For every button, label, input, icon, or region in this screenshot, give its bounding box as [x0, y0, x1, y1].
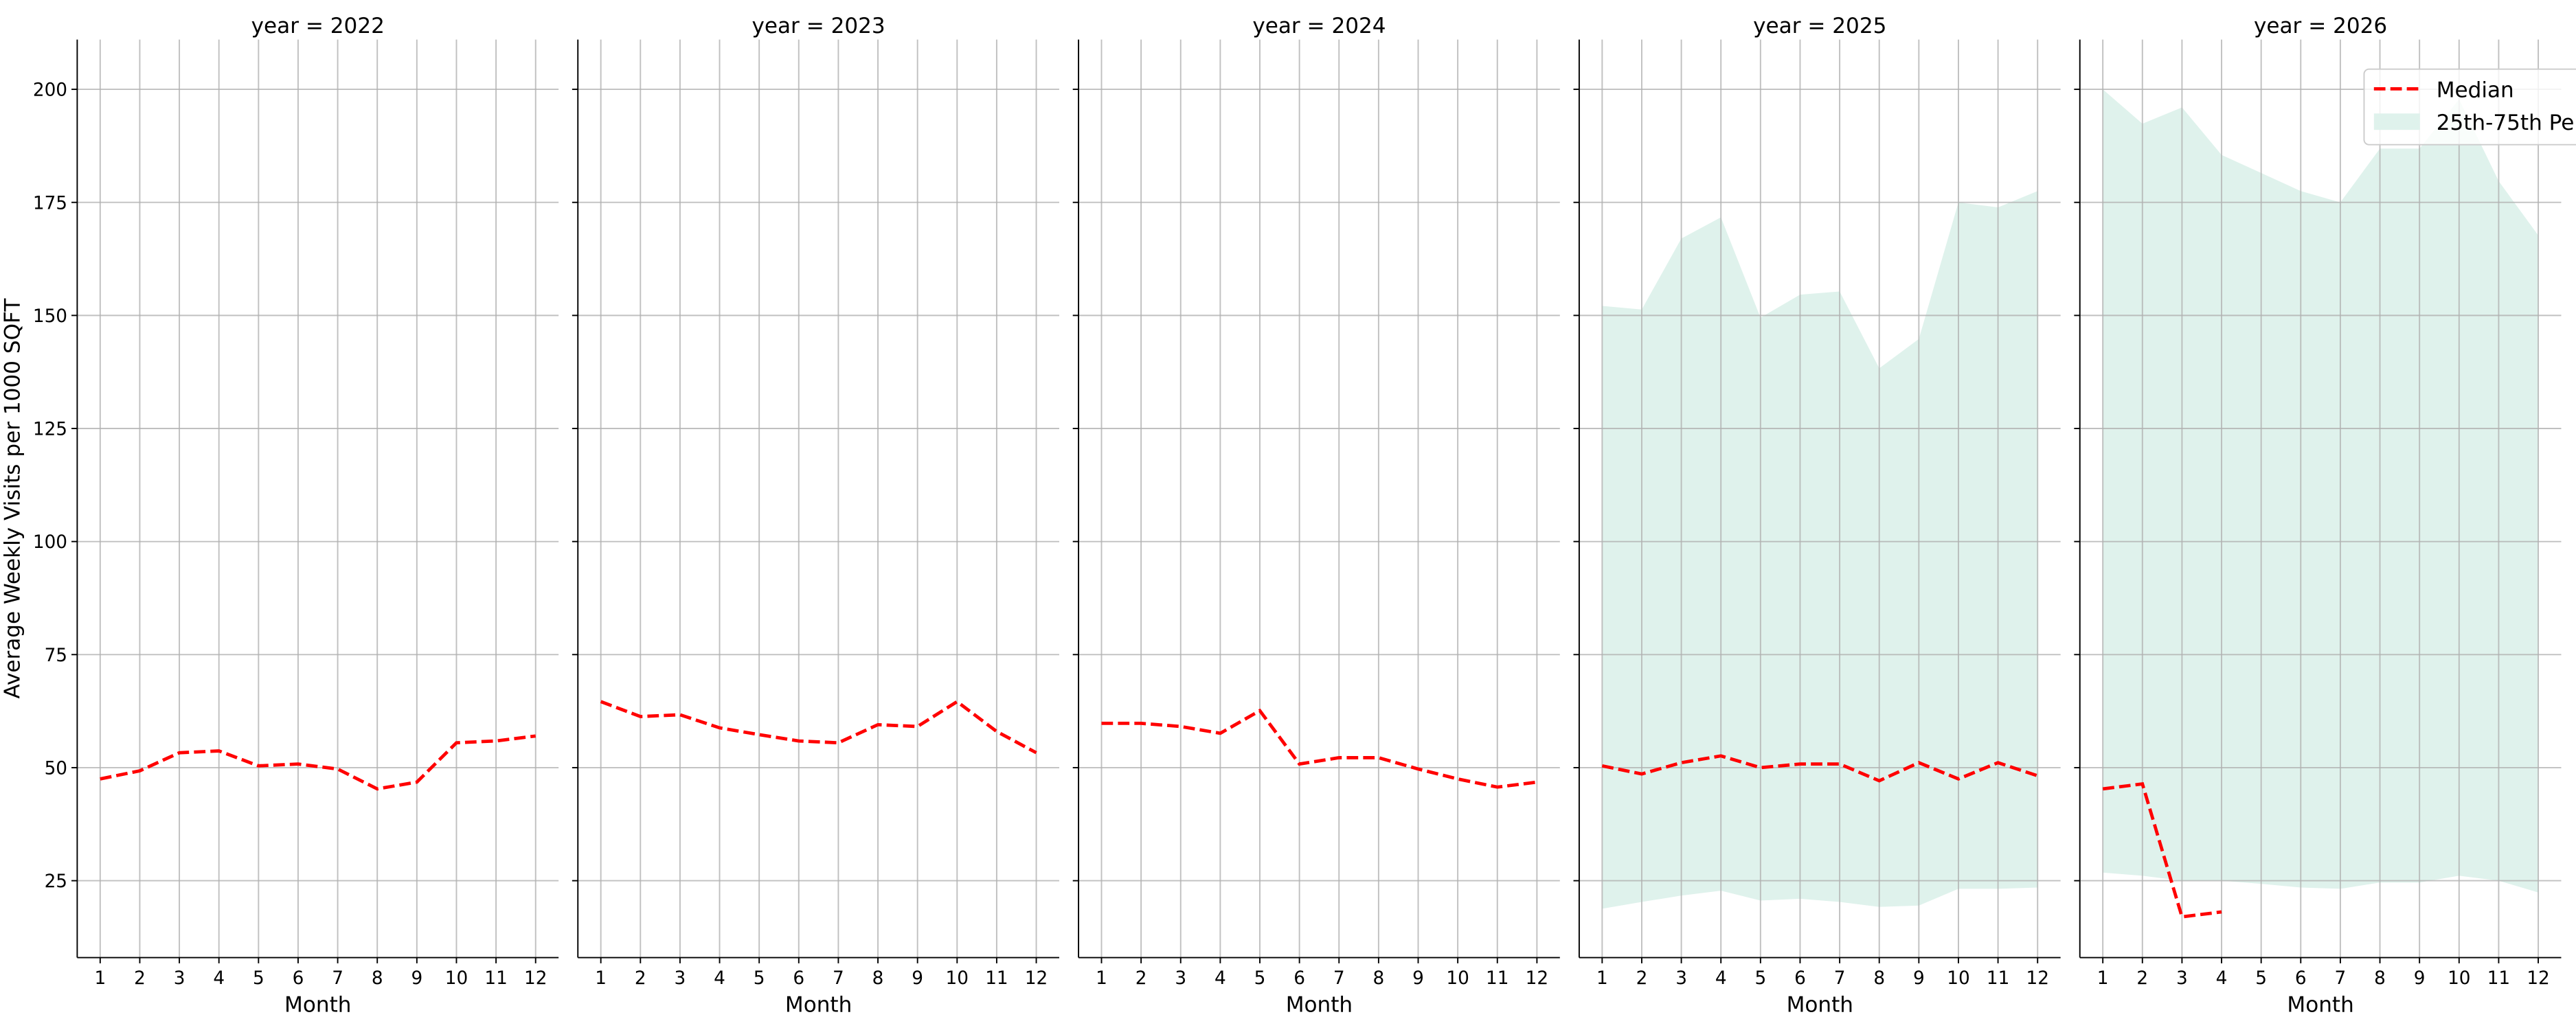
x-tick-label: 3 [2176, 968, 2188, 989]
x-tick-label: 1 [1096, 968, 1107, 989]
facet-title: year = 2026 [2254, 14, 2387, 38]
x-tick-label: 9 [411, 968, 422, 989]
x-tick-label: 2 [635, 968, 646, 989]
x-tick-label: 4 [1214, 968, 1226, 989]
x-tick-label: 11 [1987, 968, 2009, 989]
facet-title: year = 2023 [752, 14, 885, 38]
x-tick-label: 7 [2335, 968, 2347, 989]
x-tick-label: 8 [872, 968, 884, 989]
x-tick-label: 5 [754, 968, 765, 989]
median-line [100, 734, 536, 791]
x-tick-label: 8 [1373, 968, 1385, 989]
x-tick-label: 1 [1596, 968, 1608, 989]
x-tick-label: 10 [946, 968, 969, 989]
x-axis-label: Month [2287, 992, 2353, 1017]
x-tick-label: 12 [524, 968, 547, 989]
x-tick-label: 7 [1333, 968, 1345, 989]
x-tick-label: 9 [2414, 968, 2426, 989]
x-tick-label: 11 [985, 968, 1008, 989]
y-tick-label: 125 [33, 420, 67, 440]
x-tick-label: 11 [484, 968, 507, 989]
x-tick-label: 6 [2295, 968, 2307, 989]
x-tick-label: 12 [1025, 968, 1048, 989]
median-line [1101, 708, 1537, 789]
y-tick-label: 100 [33, 532, 67, 553]
x-tick-label: 6 [793, 968, 804, 989]
x-tick-label: 4 [1715, 968, 1727, 989]
x-tick-label: 12 [2026, 968, 2048, 989]
legend-label: 25th-75th Percentile [2437, 111, 2576, 135]
facet-title: year = 2025 [1753, 14, 1886, 38]
y-tick-label: 150 [33, 306, 67, 327]
x-tick-label: 3 [1175, 968, 1186, 989]
x-tick-label: 9 [1913, 968, 1925, 989]
y-tick-label: 75 [45, 645, 67, 666]
x-tick-label: 4 [714, 968, 725, 989]
x-tick-label: 11 [2487, 968, 2510, 989]
x-tick-label: 10 [1446, 968, 1469, 989]
median-line [600, 699, 1037, 755]
median-line [2102, 782, 2222, 919]
x-tick-label: 5 [1254, 968, 1266, 989]
x-tick-label: 5 [2255, 968, 2267, 989]
x-tick-label: 6 [1794, 968, 1806, 989]
x-tick-label: 3 [174, 968, 185, 989]
x-tick-label: 2 [1136, 968, 1147, 989]
x-tick-label: 3 [1675, 968, 1687, 989]
x-tick-label: 7 [332, 968, 343, 989]
y-axis-label: Average Weekly Visits per 1000 SQFT [1, 298, 25, 699]
x-tick-label: 10 [2448, 968, 2470, 989]
y-tick-label: 175 [33, 193, 67, 214]
x-tick-label: 3 [675, 968, 686, 989]
legend-swatch [2373, 113, 2420, 130]
x-tick-label: 11 [1486, 968, 1509, 989]
x-tick-label: 8 [2374, 968, 2386, 989]
y-tick-label: 25 [45, 871, 67, 892]
x-tick-label: 10 [445, 968, 468, 989]
x-tick-label: 5 [253, 968, 264, 989]
x-axis-label: Month [284, 992, 351, 1017]
legend-label: Median [2437, 78, 2514, 102]
x-tick-label: 6 [293, 968, 304, 989]
x-tick-label: 8 [1873, 968, 1885, 989]
x-tick-label: 7 [1834, 968, 1846, 989]
x-axis-label: Month [1286, 992, 1353, 1017]
x-tick-label: 5 [1754, 968, 1766, 989]
median-line [1601, 754, 2038, 783]
y-tick-label: 200 [33, 80, 67, 101]
percentile-band [2103, 89, 2539, 893]
x-tick-label: 9 [912, 968, 923, 989]
x-tick-label: 6 [1293, 968, 1305, 989]
x-tick-label: 2 [134, 968, 146, 989]
x-tick-label: 9 [1412, 968, 1424, 989]
x-tick-label: 2 [2136, 968, 2148, 989]
y-tick-label: 50 [45, 758, 67, 779]
x-tick-label: 1 [2097, 968, 2109, 989]
legend: Median 25th-75th Percentile [2363, 68, 2576, 146]
facet-title: year = 2024 [1252, 14, 1386, 38]
x-axis-label: Month [785, 992, 852, 1017]
x-tick-label: 12 [1526, 968, 1548, 989]
x-tick-label: 12 [2527, 968, 2549, 989]
x-tick-label: 10 [1947, 968, 1969, 989]
x-tick-label: 1 [595, 968, 607, 989]
x-tick-label: 4 [213, 968, 225, 989]
x-tick-label: 7 [833, 968, 844, 989]
percentile-band [1602, 191, 2038, 909]
x-axis-label: Month [1787, 992, 1853, 1017]
x-tick-label: 8 [372, 968, 383, 989]
x-tick-label: 4 [2216, 968, 2228, 989]
facet-title: year = 2022 [251, 14, 385, 38]
x-tick-label: 2 [1636, 968, 1648, 989]
x-tick-label: 1 [94, 968, 106, 989]
